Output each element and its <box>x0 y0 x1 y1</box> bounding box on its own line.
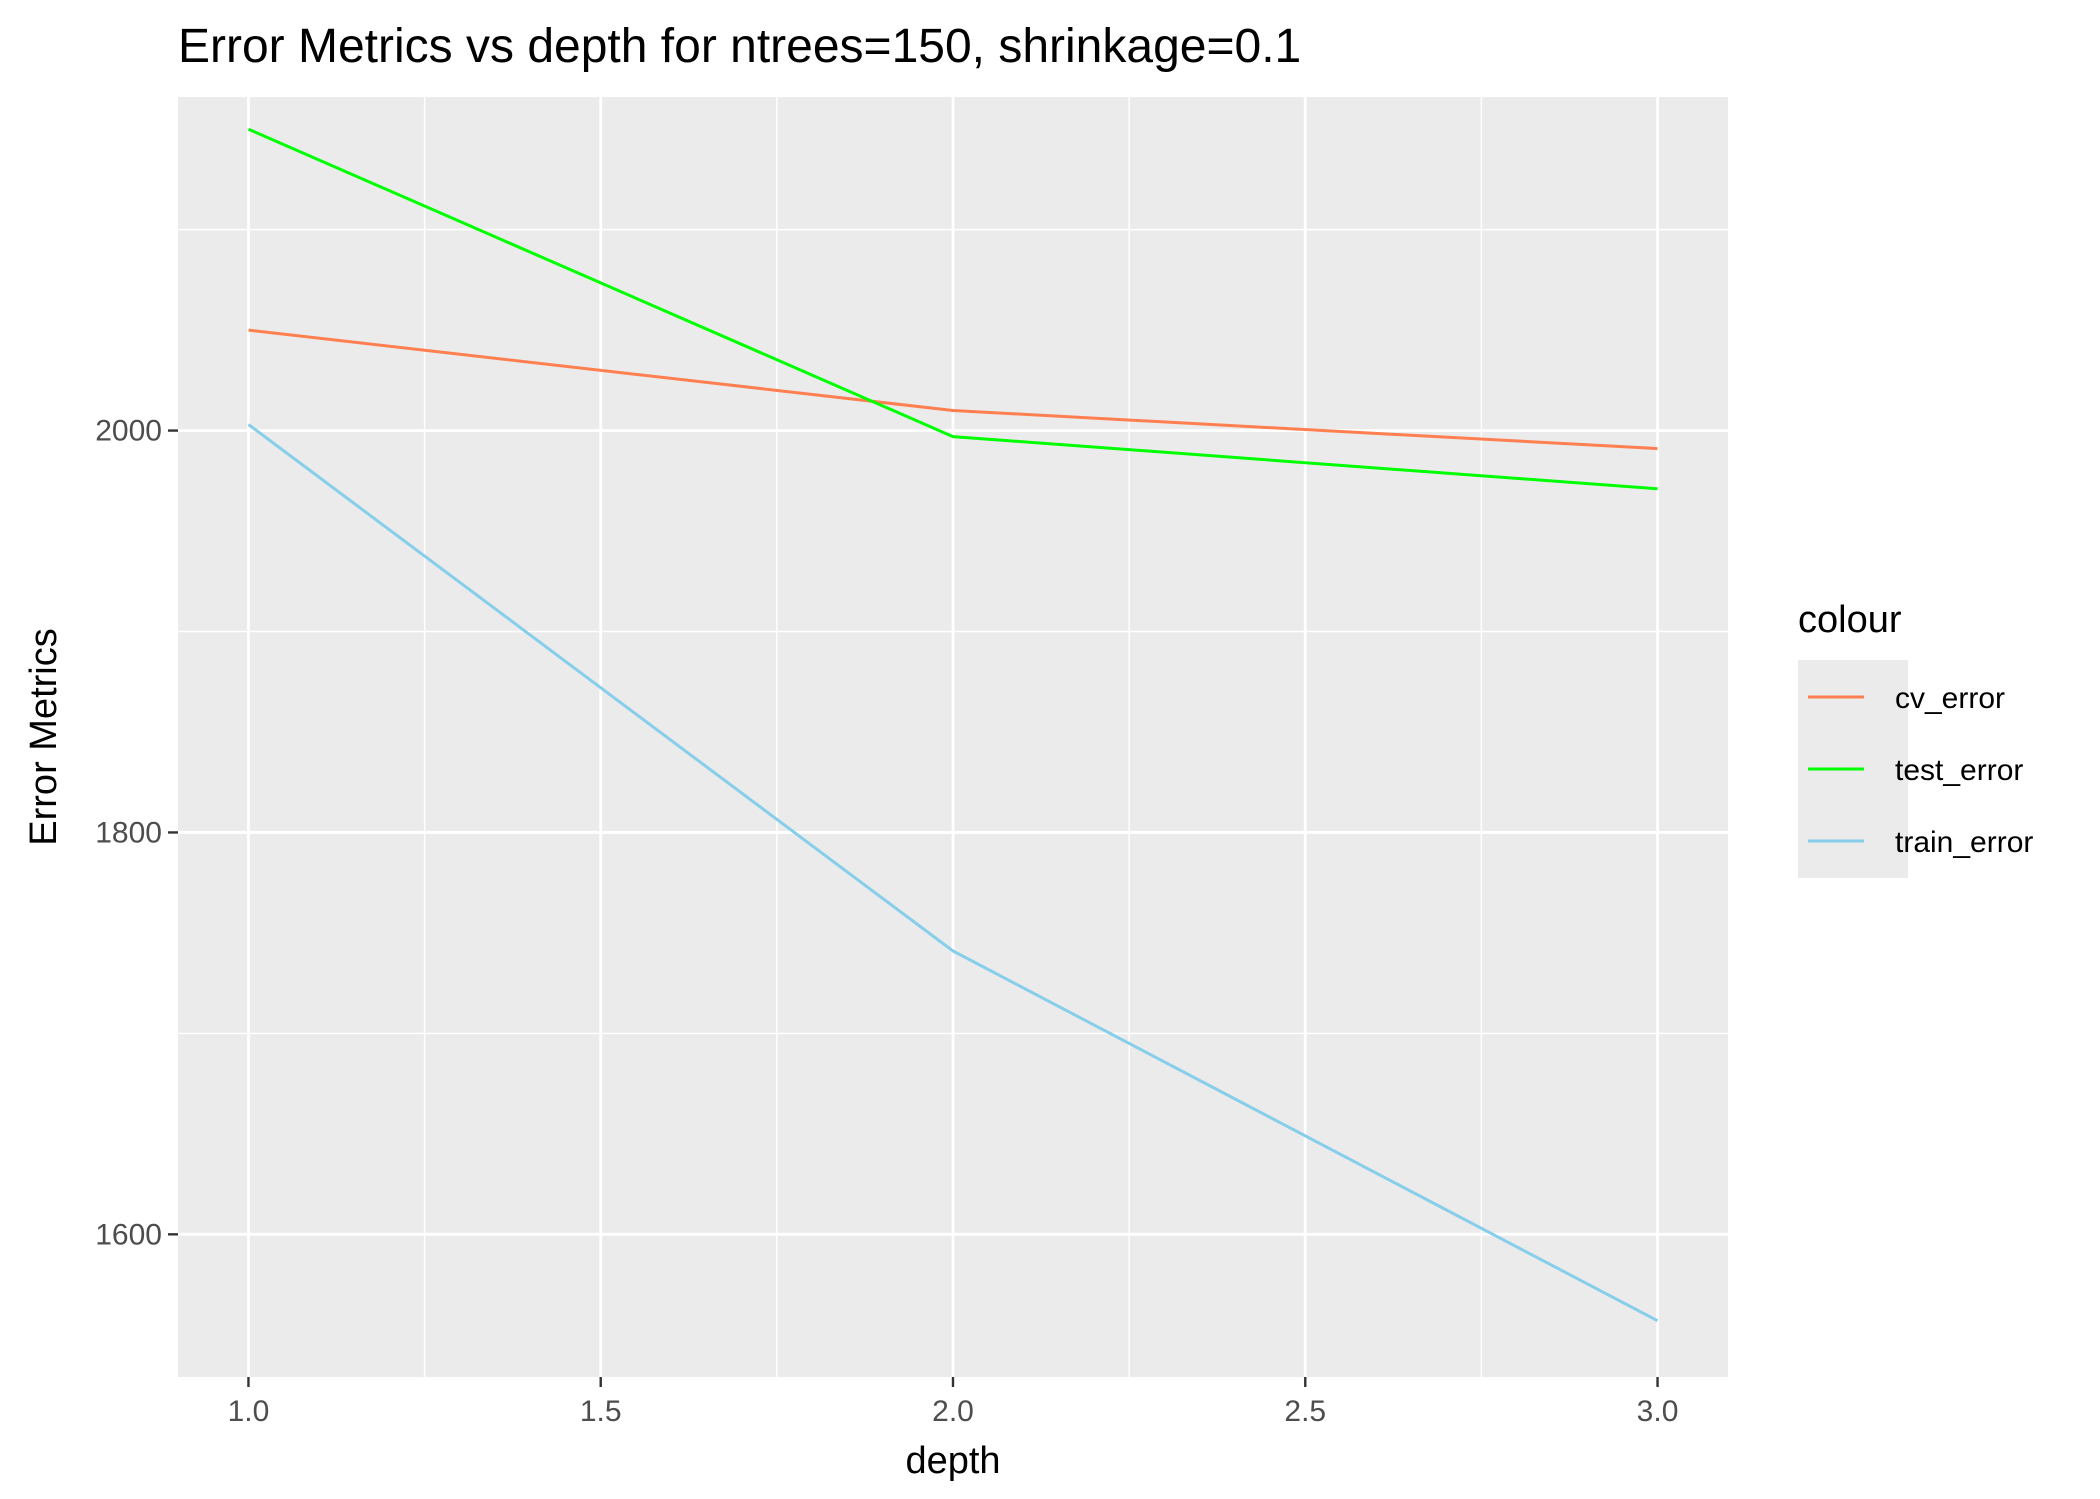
legend-label-train-error: train_error <box>1895 826 2033 859</box>
x-tick-label: 2.0 <box>932 1395 974 1428</box>
chart-title: Error Metrics vs depth for ntrees=150, s… <box>178 20 1301 73</box>
x-axis-title: depth <box>905 1440 1000 1482</box>
series-line-train-error <box>247 423 1659 1323</box>
legend-label-cv-error: cv_error <box>1895 682 2005 715</box>
legend-items: cv_error test_error train_error <box>1808 682 2033 859</box>
series-line-test-error <box>247 127 1658 491</box>
x-tick-label: 3.0 <box>1637 1395 1679 1428</box>
legend: colour cv_error test_error train_error <box>1798 599 2033 878</box>
x-tick-label: 2.5 <box>1284 1395 1326 1428</box>
y-tick-label: 1800 <box>95 816 162 849</box>
x-axis: 1.0 1.5 2.0 2.5 3.0 <box>228 1377 1679 1428</box>
x-tick-label: 1.5 <box>580 1395 622 1428</box>
y-tick-label: 2000 <box>95 415 162 448</box>
y-axis: 1600 1800 2000 <box>95 415 178 1251</box>
y-tick-label: 1600 <box>95 1218 162 1251</box>
y-axis-title: Error Metrics <box>23 628 65 845</box>
legend-title: colour <box>1798 599 1902 641</box>
x-tick-label: 1.0 <box>228 1395 270 1428</box>
legend-label-test-error: test_error <box>1895 754 2023 787</box>
series-lines <box>247 127 1659 1323</box>
series-line-cv-error <box>248 328 1658 451</box>
major-gridlines <box>178 97 1728 1377</box>
